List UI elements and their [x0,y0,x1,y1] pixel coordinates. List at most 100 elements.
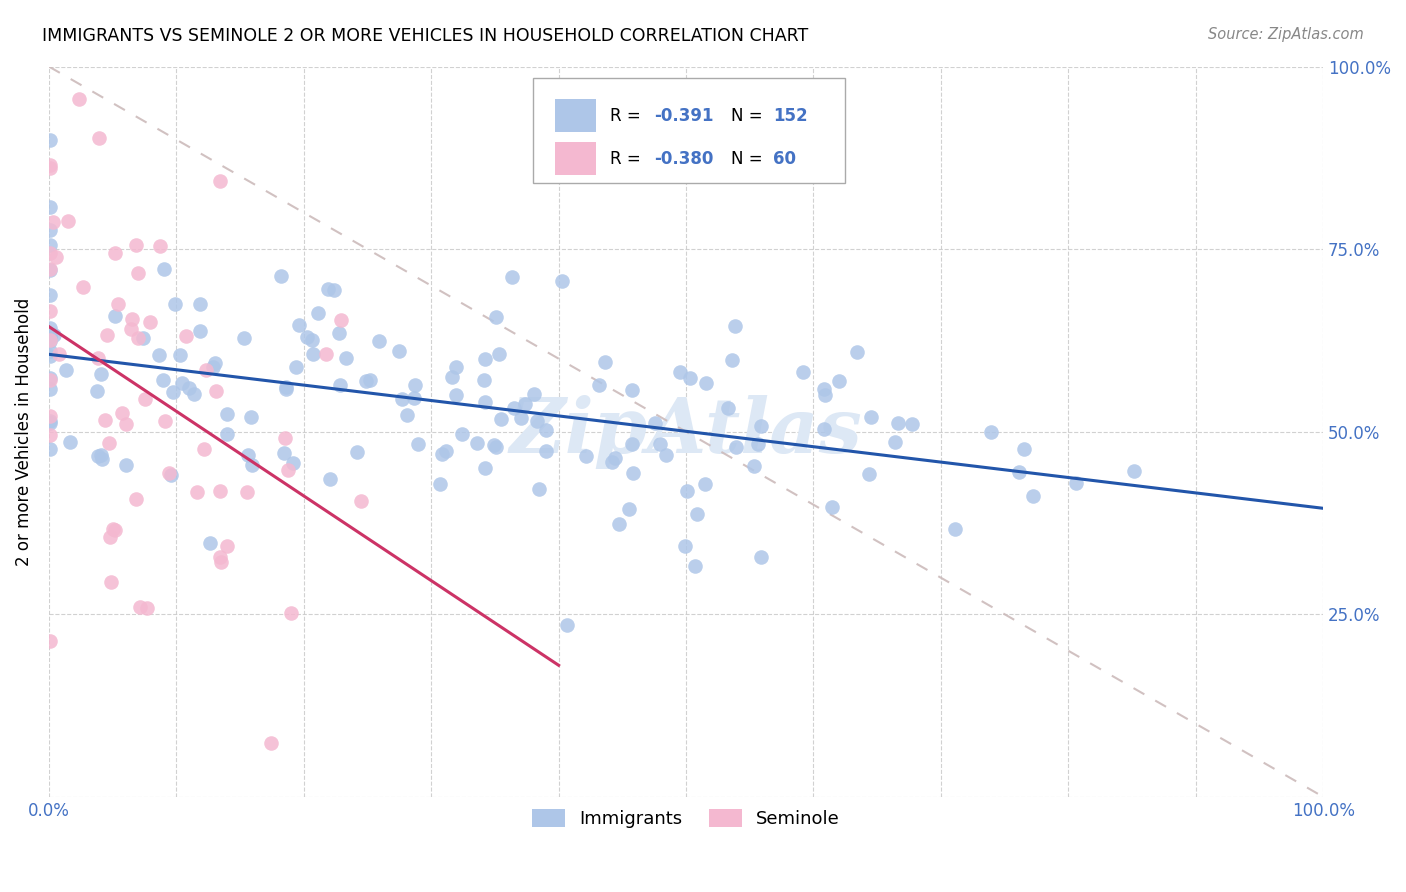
Point [315,347,337,361]
Point [111,406,134,420]
Point [883,434,905,449]
Point [307,306,329,320]
Point [72,280,94,294]
Point [402,391,425,405]
Point [208,550,231,565]
Point [162,385,184,400]
Point [724,319,747,334]
Point [208,174,231,188]
Point [125,238,148,252]
Point [607,517,630,532]
Text: -0.391: -0.391 [654,107,714,125]
Point [274,431,297,445]
Point [39,373,62,387]
Point [695,376,717,390]
Point [621,383,644,397]
Point [39,409,62,423]
Point [323,284,346,298]
Point [39,371,62,385]
Point [101,522,124,536]
Point [209,556,232,570]
Point [45,250,67,264]
Point [100,575,122,590]
Point [274,382,297,396]
Point [179,381,201,395]
Point [39,334,62,349]
Point [149,239,172,253]
Point [39,333,62,347]
FancyBboxPatch shape [555,99,596,132]
Point [813,383,835,397]
Point [138,315,160,329]
Legend: Immigrants, Seminole: Immigrants, Seminole [524,801,848,835]
Point [602,455,624,469]
Point [183,386,205,401]
Point [515,397,537,411]
Point [186,485,208,500]
Point [648,436,671,450]
Point [450,427,472,442]
Point [588,377,610,392]
Point [669,365,692,379]
Point [434,444,457,458]
Point [98,531,121,545]
Point [1008,466,1031,480]
Point [404,377,426,392]
Point [90,452,112,467]
Point [474,394,496,409]
Point [157,466,180,480]
Point [39,200,62,214]
Point [288,318,311,332]
Point [107,296,129,310]
Point [190,324,212,338]
Point [359,373,381,387]
Point [621,436,644,450]
Point [201,360,224,375]
Point [595,355,617,369]
Point [127,266,149,280]
Point [489,412,512,426]
Point [720,353,742,368]
Point [605,450,627,465]
Point [103,524,125,538]
Point [39,330,62,344]
Point [87,449,110,463]
Point [39,262,62,277]
Point [155,413,177,427]
Point [335,351,357,365]
Point [695,476,717,491]
Point [94,413,117,427]
Point [623,466,645,480]
Point [676,483,699,498]
Point [742,459,765,474]
Point [654,448,676,462]
Text: ZipAtlas: ZipAtlas [510,394,862,468]
Point [215,426,238,441]
Text: N =: N = [731,150,768,168]
Point [1066,475,1088,490]
Text: -0.380: -0.380 [654,150,714,168]
FancyBboxPatch shape [555,143,596,175]
Point [485,310,508,324]
Point [163,297,186,311]
Point [56,214,79,228]
Point [943,522,966,536]
Point [534,443,557,458]
Point [281,456,304,470]
Point [686,507,709,521]
Point [285,360,308,375]
Point [329,377,352,392]
Point [39,132,62,146]
Point [39,303,62,318]
Point [193,442,215,456]
Point [125,491,148,506]
Point [555,618,578,632]
Point [39,416,62,430]
Point [188,297,211,311]
Point [747,437,769,451]
Point [474,351,496,366]
Point [160,468,183,483]
Point [97,436,120,450]
Point [673,539,696,553]
Point [87,130,110,145]
